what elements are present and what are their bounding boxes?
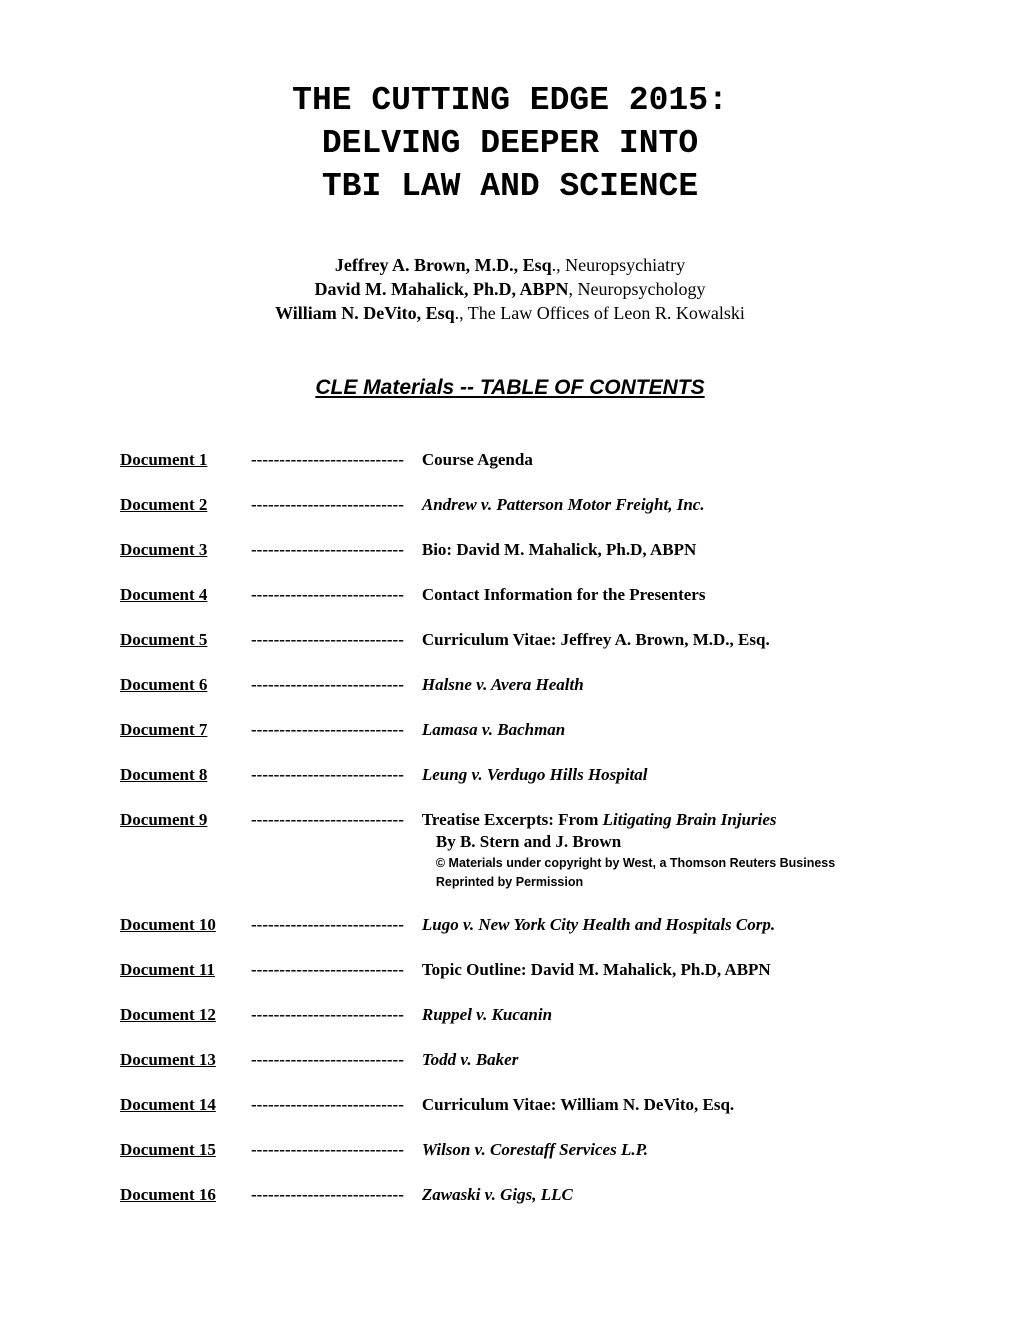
doc-title: Course Agenda [422, 450, 900, 470]
dashes-separator: --------------------------- [251, 1140, 404, 1160]
dashes-separator: --------------------------- [251, 540, 404, 560]
authors-block: Jeffrey A. Brown, M.D., Esq., Neuropsych… [120, 253, 900, 326]
dashes-separator: --------------------------- [251, 720, 404, 740]
doc-title: Curriculum Vitae: William N. DeVito, Esq… [422, 1095, 900, 1115]
doc-label: Document 13 [120, 1050, 233, 1070]
doc-label: Document 4 [120, 585, 233, 605]
dashes-separator: --------------------------- [251, 630, 404, 650]
doc-label: Document 9 [120, 810, 233, 830]
doc-title: Leung v. Verdugo Hills Hospital [422, 765, 900, 785]
doc-label: Document 1 [120, 450, 233, 470]
doc-label: Document 5 [120, 630, 233, 650]
toc-row: Document 2 --------------------------- And… [120, 495, 900, 515]
author-line: David M. Mahalick, Ph.D, ABPN, Neuropsyc… [120, 277, 900, 301]
toc-row: Document 15 --------------------------- Wi… [120, 1140, 900, 1160]
author-suffix: ., The Law Offices of Leon R. Kowalski [455, 303, 745, 323]
toc-row: Document 5 --------------------------- Cur… [120, 630, 900, 650]
doc-label: Document 8 [120, 765, 233, 785]
doc-label: Document 7 [120, 720, 233, 740]
doc-title: Todd v. Baker [422, 1050, 900, 1070]
doc-title: Andrew v. Patterson Motor Freight, Inc. [422, 495, 900, 515]
section-heading: CLE Materials -- TABLE OF CONTENTS [120, 376, 900, 400]
dashes-separator: --------------------------- [251, 1095, 404, 1115]
toc-row: Document 3 --------------------------- Bio… [120, 540, 900, 560]
title-line-3: TBI LAW AND SCIENCE [120, 166, 900, 209]
author-name: William N. DeVito, Esq [275, 303, 455, 323]
doc-label: Document 15 [120, 1140, 233, 1160]
dashes-separator: --------------------------- [251, 450, 404, 470]
dashes-separator: --------------------------- [251, 495, 404, 515]
title-line-1: THE CUTTING EDGE 2015: [120, 80, 900, 123]
title-line-2: DELVING DEEPER INTO [120, 123, 900, 166]
toc-row: Document 13 --------------------------- To… [120, 1050, 900, 1070]
doc-label: Document 3 [120, 540, 233, 560]
table-of-contents: Document 1 --------------------------- Cou… [120, 450, 900, 1206]
toc-row: Document 7 --------------------------- Lam… [120, 720, 900, 740]
author-name: David M. Mahalick, Ph.D, ABPN [315, 279, 569, 299]
dashes-separator: --------------------------- [251, 915, 404, 935]
doc-title: Lamasa v. Bachman [422, 720, 900, 740]
dashes-separator: --------------------------- [251, 675, 404, 695]
doc-title: Topic Outline: David M. Mahalick, Ph.D, … [422, 960, 900, 980]
doc-label: Document 10 [120, 915, 233, 935]
toc-row: Document 9 --------------------------- Tre… [120, 810, 900, 891]
toc-row: Document 11 --------------------------- To… [120, 960, 900, 980]
doc-label: Document 2 [120, 495, 233, 515]
toc-row: Document 12 --------------------------- Ru… [120, 1005, 900, 1025]
dashes-separator: --------------------------- [251, 1185, 404, 1205]
dashes-separator: --------------------------- [251, 810, 404, 830]
doc-title: Ruppel v. Kucanin [422, 1005, 900, 1025]
dashes-separator: --------------------------- [251, 960, 404, 980]
dashes-separator: --------------------------- [251, 1050, 404, 1070]
doc-label: Document 12 [120, 1005, 233, 1025]
doc-title: Zawaski v. Gigs, LLC [422, 1185, 900, 1205]
toc-row: Document 10 --------------------------- Lu… [120, 915, 900, 935]
doc-label: Document 6 [120, 675, 233, 695]
doc-label: Document 16 [120, 1185, 233, 1205]
doc-title: Curriculum Vitae: Jeffrey A. Brown, M.D.… [422, 630, 900, 650]
toc-row: Document 14 --------------------------- Cu… [120, 1095, 900, 1115]
doc-title: Halsne v. Avera Health [422, 675, 900, 695]
doc-title: Wilson v. Corestaff Services L.P. [422, 1140, 900, 1160]
dashes-separator: --------------------------- [251, 765, 404, 785]
doc-label: Document 11 [120, 960, 233, 980]
doc-title: Bio: David M. Mahalick, Ph.D, ABPN [422, 540, 900, 560]
author-suffix: ., Neuropsychiatry [552, 255, 685, 275]
doc-title: Contact Information for the Presenters [422, 585, 900, 605]
author-suffix: , Neuropsychology [569, 279, 706, 299]
main-title: THE CUTTING EDGE 2015: DELVING DEEPER IN… [120, 80, 900, 209]
author-line: William N. DeVito, Esq., The Law Offices… [120, 301, 900, 325]
doc-title: Treatise Excerpts: From Litigating Brain… [422, 810, 900, 891]
doc-title: Lugo v. New York City Health and Hospita… [422, 915, 900, 935]
dashes-separator: --------------------------- [251, 1005, 404, 1025]
toc-row: Document 4 --------------------------- Con… [120, 585, 900, 605]
author-line: Jeffrey A. Brown, M.D., Esq., Neuropsych… [120, 253, 900, 277]
toc-row: Document 6 --------------------------- Hal… [120, 675, 900, 695]
doc-label: Document 14 [120, 1095, 233, 1115]
toc-row: Document 8 --------------------------- Leu… [120, 765, 900, 785]
dashes-separator: --------------------------- [251, 585, 404, 605]
toc-row: Document 1 --------------------------- Cou… [120, 450, 900, 470]
author-name: Jeffrey A. Brown, M.D., Esq [335, 255, 552, 275]
toc-row: Document 16 --------------------------- Za… [120, 1185, 900, 1205]
